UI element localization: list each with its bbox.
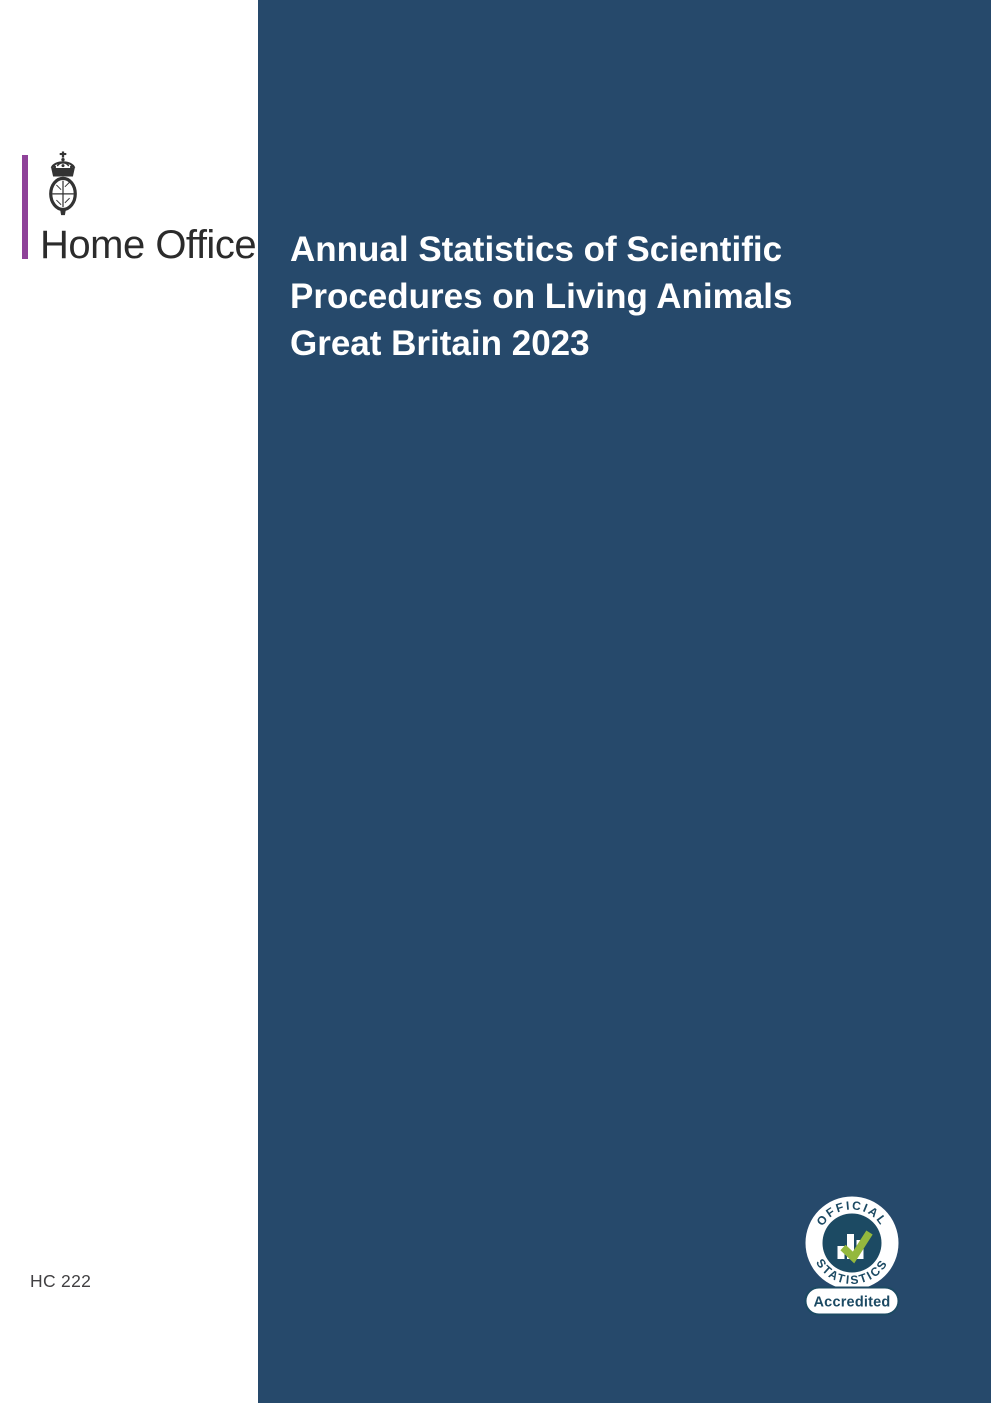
- cover-title: Annual Statistics of Scientific Procedur…: [290, 226, 930, 367]
- logo-accent-bar: [22, 155, 28, 259]
- official-statistics-accredited-badge: OFFICIAL STATISTICS Accredited: [804, 1196, 900, 1316]
- check-icon: [840, 1230, 873, 1264]
- home-office-crest-icon: [49, 151, 77, 216]
- cover-panel: [258, 0, 991, 1403]
- cover-title-line-3: Great Britain 2023: [290, 324, 590, 363]
- accredited-pill: [804, 1286, 900, 1316]
- cover-title-line-2: Procedures on Living Animals: [290, 277, 793, 316]
- home-office-logo-text: Home Office: [40, 223, 257, 267]
- accredited-pill-text: Accredited: [814, 1295, 891, 1311]
- hc-paper-reference: HC 222: [30, 1271, 92, 1291]
- cover-title-line-1: Annual Statistics of Scientific: [290, 230, 783, 269]
